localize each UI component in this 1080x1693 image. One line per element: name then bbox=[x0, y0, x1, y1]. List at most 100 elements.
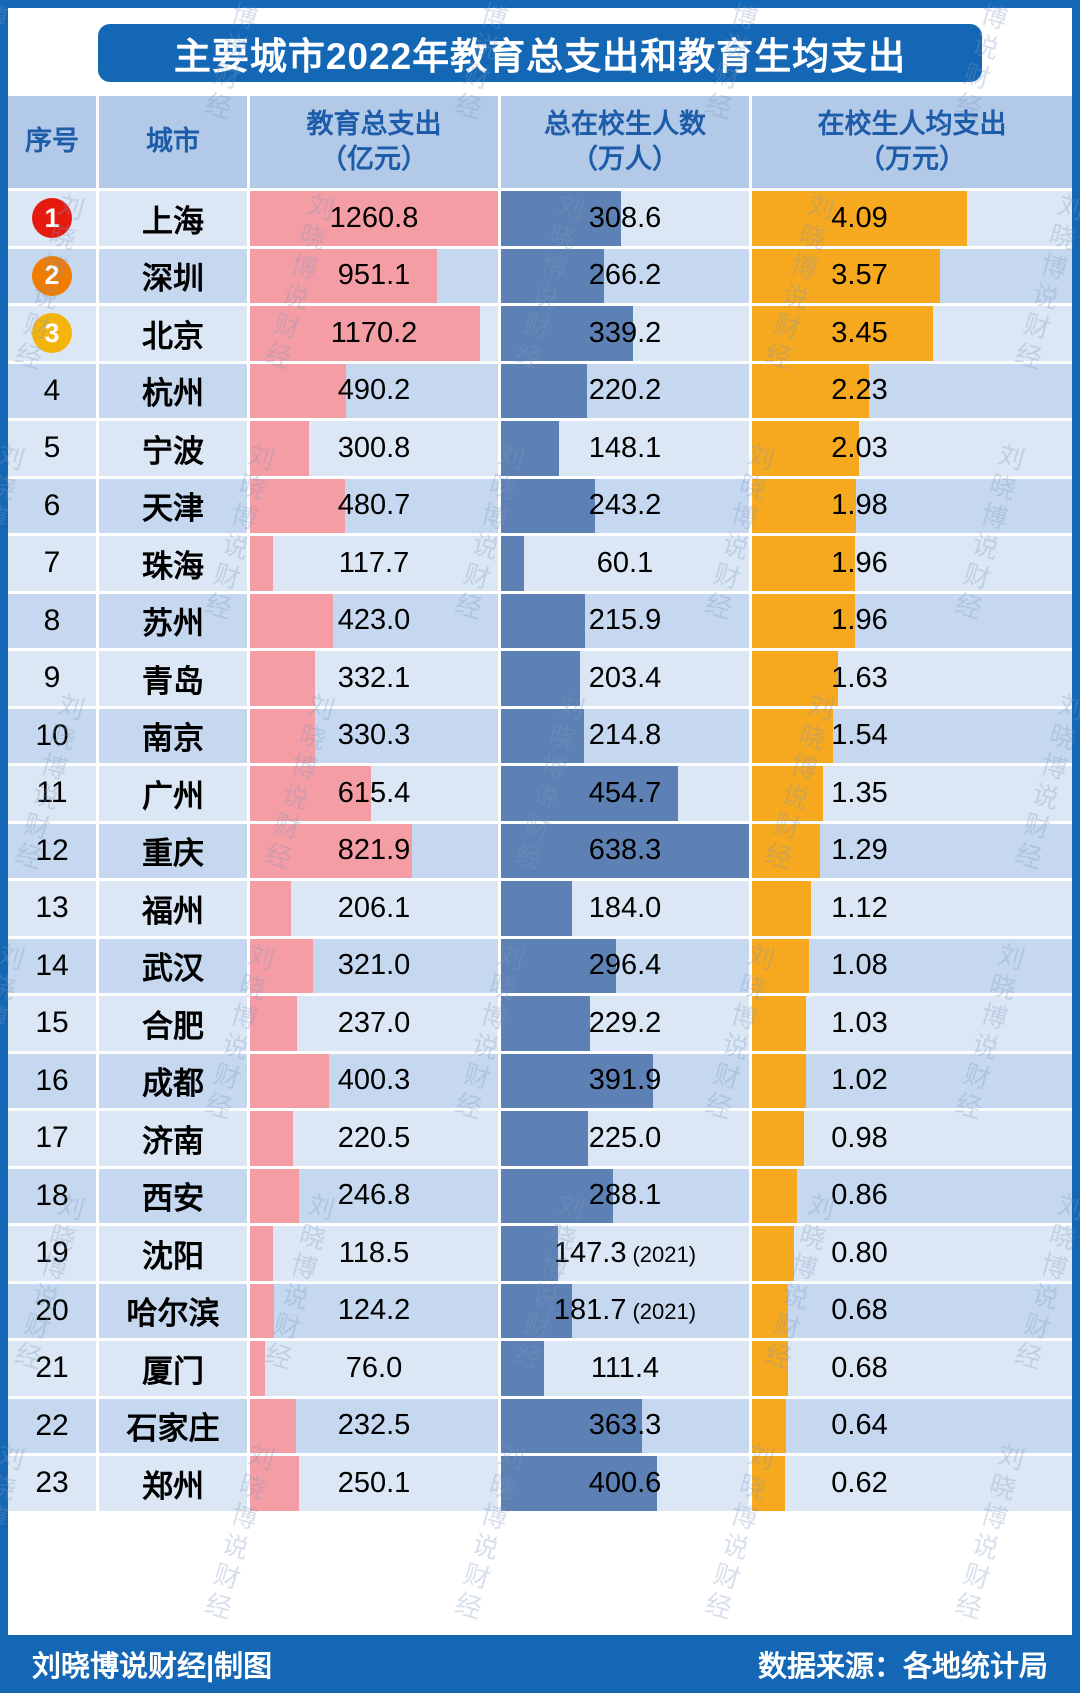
percap-bar-area: 2.03 bbox=[752, 421, 967, 476]
percap-valwrap: 1.12 bbox=[752, 892, 967, 925]
total-cell: 117.7 bbox=[250, 536, 498, 591]
students-value: 229.2 bbox=[588, 1006, 662, 1039]
percap-bar-area: 0.62 bbox=[752, 1456, 967, 1511]
col-header-total: 教育总支出 （亿元） bbox=[250, 96, 498, 188]
students-value: 184.0 bbox=[588, 891, 662, 924]
total-valwrap: 1170.2 bbox=[250, 317, 498, 350]
students-valwrap: 454.7 bbox=[501, 777, 749, 810]
col-header-students-line2: （万人） bbox=[571, 144, 679, 174]
col-header-students: 总在校生人数 （万人） bbox=[501, 96, 749, 188]
rank-cell: 14 bbox=[8, 938, 96, 993]
percap-value: 3.45 bbox=[831, 316, 888, 349]
students-value: 220.2 bbox=[588, 374, 662, 407]
rank-cell: 17 bbox=[8, 1111, 96, 1166]
col-header-percap: 在校生人均支出 （万元） bbox=[752, 96, 1072, 188]
table-header: 序号 城市 教育总支出 （亿元） 总在校生人数 （万人） 在校生人均支出 （万元… bbox=[8, 96, 1072, 188]
total-value: 423.0 bbox=[337, 604, 411, 637]
total-bar bbox=[250, 191, 498, 246]
percap-bar-area: 1.54 bbox=[752, 708, 967, 763]
total-value: 1170.2 bbox=[330, 316, 418, 349]
percap-value: 1.98 bbox=[831, 489, 888, 522]
city-name: 郑州 bbox=[99, 1456, 247, 1511]
percap-cell: 2.23 bbox=[752, 363, 1072, 418]
total-bar bbox=[250, 1283, 275, 1338]
percap-bar-area: 0.68 bbox=[752, 1283, 967, 1338]
city-name: 沈阳 bbox=[99, 1226, 247, 1281]
rank-badge: 3 bbox=[32, 313, 72, 354]
students-cell: 363.3 bbox=[501, 1398, 749, 1453]
students-cell: 60.1 bbox=[501, 536, 749, 591]
city-name: 苏州 bbox=[99, 593, 247, 648]
students-value: 638.3 bbox=[588, 834, 662, 867]
students-value: 339.2 bbox=[588, 316, 662, 349]
total-bar bbox=[250, 651, 316, 706]
students-value: 148.1 bbox=[588, 431, 662, 464]
percap-cell: 1.29 bbox=[752, 823, 1072, 878]
students-valwrap: 229.2 bbox=[501, 1007, 749, 1040]
total-value: 232.5 bbox=[337, 1409, 411, 1442]
total-cell: 490.2 bbox=[250, 363, 498, 418]
students-valwrap: 215.9 bbox=[501, 604, 749, 637]
students-cell: 147.3 (2021) bbox=[501, 1226, 749, 1281]
city-name: 哈尔滨 bbox=[99, 1283, 247, 1338]
students-cell: 184.0 bbox=[501, 881, 749, 936]
percap-cell: 3.45 bbox=[752, 306, 1072, 361]
percap-valwrap: 1.03 bbox=[752, 1007, 967, 1040]
rank-cell: 18 bbox=[8, 1168, 96, 1223]
percap-valwrap: 3.45 bbox=[752, 317, 967, 350]
col-header-rank: 序号 bbox=[8, 96, 96, 188]
percap-bar-area: 1.08 bbox=[752, 938, 967, 993]
percap-valwrap: 2.23 bbox=[752, 374, 967, 407]
total-cell: 330.3 bbox=[250, 708, 498, 763]
percap-value: 4.09 bbox=[831, 201, 888, 234]
percap-valwrap: 0.80 bbox=[752, 1237, 967, 1270]
students-cell: 220.2 bbox=[501, 363, 749, 418]
rank-badge: 9 bbox=[43, 661, 61, 695]
table-row: 21 厦门 76.0 111.4 0.68 bbox=[8, 1341, 1072, 1396]
percap-bar bbox=[752, 191, 967, 246]
total-cell: 250.1 bbox=[250, 1456, 498, 1511]
students-valwrap: 181.7 (2021) bbox=[501, 1294, 749, 1327]
total-cell: 76.0 bbox=[250, 1341, 498, 1396]
students-bar bbox=[501, 881, 573, 936]
rank-badge: 16 bbox=[35, 1063, 69, 1097]
total-cell: 124.2 bbox=[250, 1283, 498, 1338]
percap-bar bbox=[752, 823, 820, 878]
percap-value: 1.29 bbox=[831, 834, 888, 867]
rank-badge: 20 bbox=[35, 1293, 69, 1327]
city-name: 西安 bbox=[99, 1168, 247, 1223]
students-bar bbox=[501, 996, 591, 1051]
students-valwrap: 288.1 bbox=[501, 1179, 749, 1212]
total-cell: 615.4 bbox=[250, 766, 498, 821]
table-row: 11 广州 615.4 454.7 1.35 bbox=[8, 766, 1072, 821]
students-bar bbox=[501, 421, 559, 476]
students-value: 308.6 bbox=[588, 201, 662, 234]
percap-value: 0.62 bbox=[831, 1466, 888, 1499]
percap-valwrap: 1.35 bbox=[752, 777, 967, 810]
rank-badge: 2 bbox=[32, 255, 72, 296]
percap-cell: 0.80 bbox=[752, 1226, 1072, 1281]
percap-bar-area: 0.64 bbox=[752, 1398, 967, 1453]
total-bar bbox=[250, 708, 315, 763]
percap-cell: 1.54 bbox=[752, 708, 1072, 763]
percap-cell: 1.63 bbox=[752, 651, 1072, 706]
total-bar bbox=[250, 1053, 329, 1108]
students-value: 266.2 bbox=[588, 259, 662, 292]
rank-badge: 4 bbox=[43, 373, 61, 407]
percap-cell: 1.98 bbox=[752, 478, 1072, 533]
percap-bar bbox=[752, 1226, 795, 1281]
rank-cell: 23 bbox=[8, 1456, 96, 1511]
students-value: 60.1 bbox=[596, 546, 654, 579]
students-cell: 391.9 bbox=[501, 1053, 749, 1108]
footer-credit: 刘晓博说财经|制图 bbox=[32, 1651, 273, 1683]
percap-cell: 4.09 bbox=[752, 191, 1072, 246]
rank-cell: 19 bbox=[8, 1226, 96, 1281]
total-valwrap: 821.9 bbox=[250, 834, 498, 867]
percap-bar bbox=[752, 708, 833, 763]
students-value: 243.2 bbox=[588, 489, 662, 522]
total-bar bbox=[250, 1168, 299, 1223]
percap-valwrap: 1.96 bbox=[752, 547, 967, 580]
total-bar bbox=[250, 248, 438, 303]
percap-cell: 0.68 bbox=[752, 1341, 1072, 1396]
percap-value: 1.02 bbox=[831, 1064, 888, 1097]
